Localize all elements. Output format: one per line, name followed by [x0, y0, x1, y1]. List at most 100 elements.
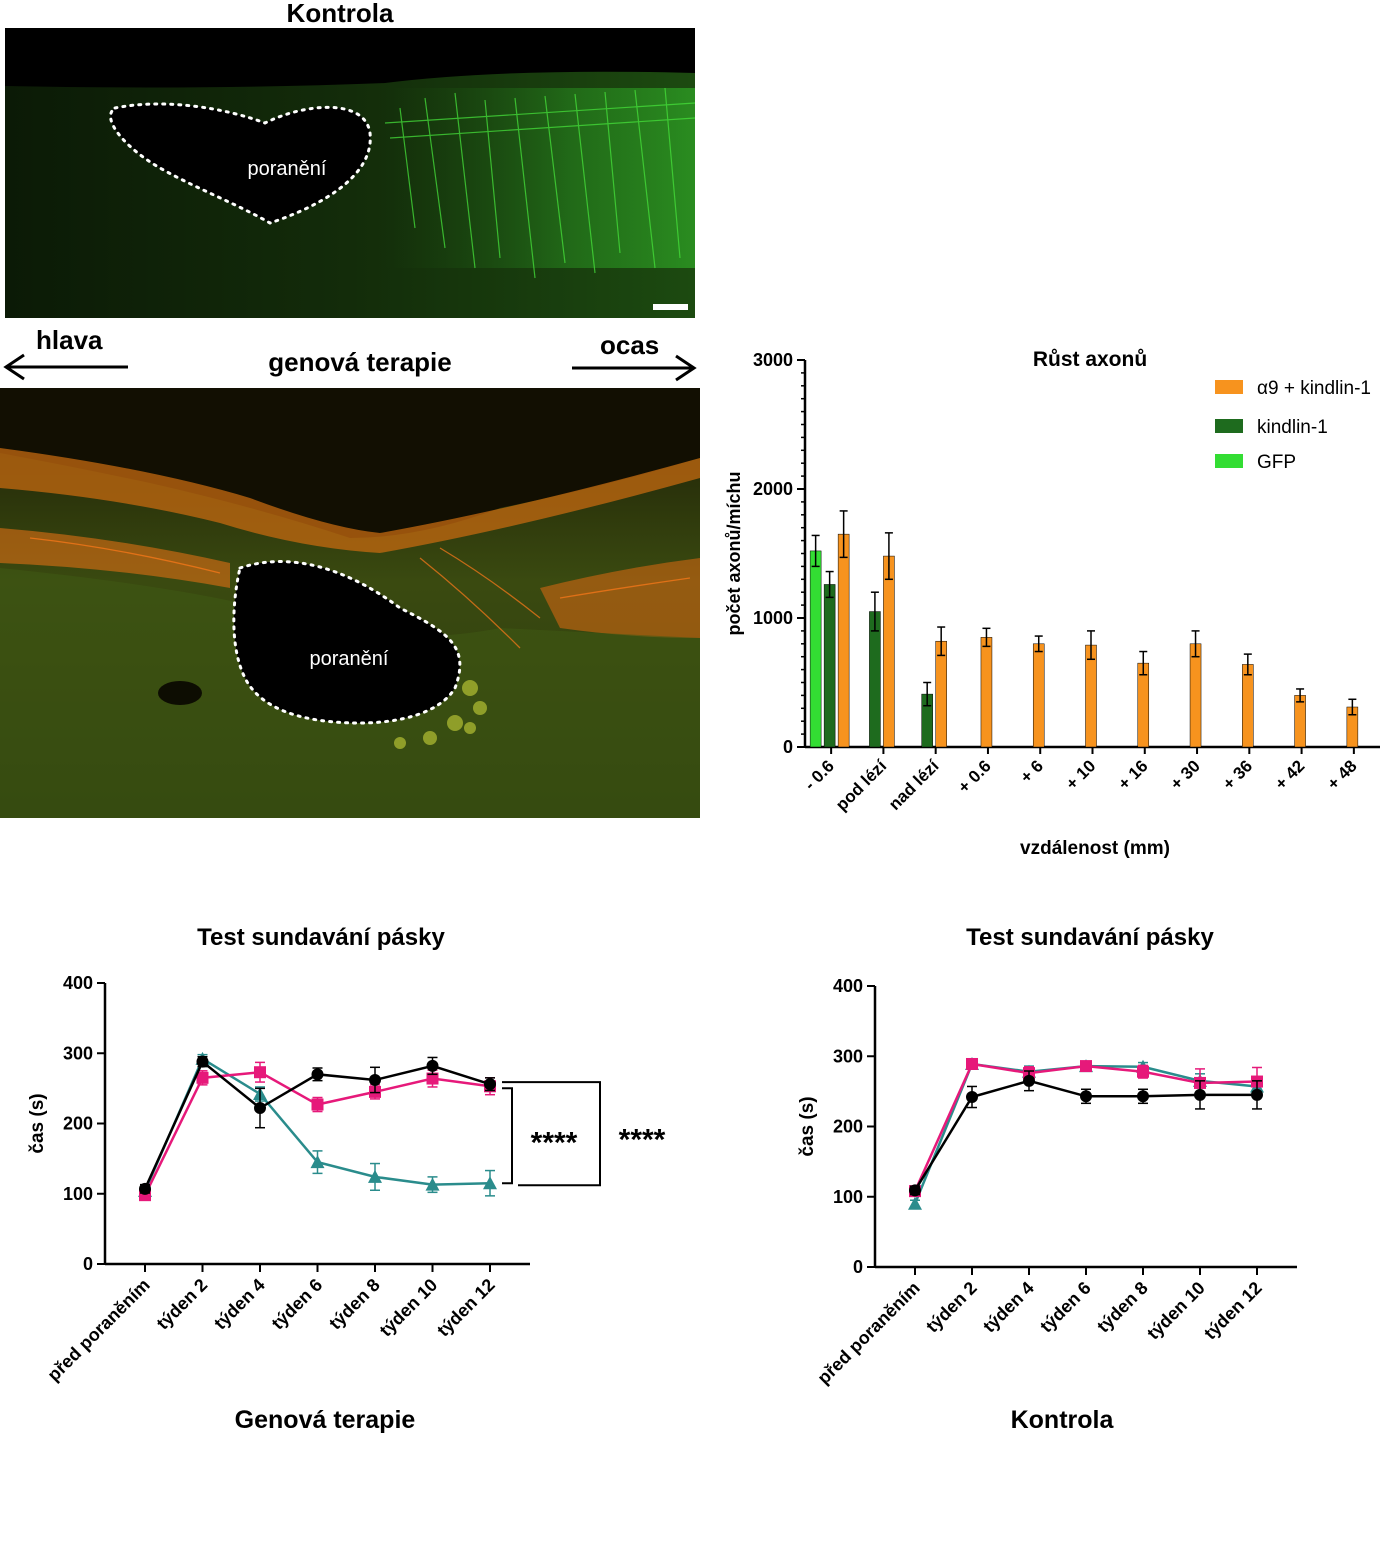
y-tick-label: 200: [833, 1117, 863, 1137]
left-arrow-label: hlava: [36, 325, 103, 355]
x-tick-label: týden 12: [1200, 1278, 1266, 1344]
data-point: [966, 1090, 978, 1103]
y-tick-label: 2000: [753, 479, 793, 499]
x-tick-label: týden 2: [922, 1278, 981, 1337]
significance-label: ****: [531, 1127, 578, 1160]
top-image-title: Kontrola: [286, 0, 394, 28]
x-tick-label: týden 10: [1143, 1278, 1209, 1344]
data-point: [368, 1169, 382, 1183]
axon-growth-chart: Růst axonů 0 1000 2000 3000 počet axonů/míchu…: [724, 348, 1380, 859]
x-tick-label: + 16: [1114, 756, 1151, 793]
x-tick-label: týden 4: [210, 1275, 269, 1334]
y-axis-label: čas (s): [797, 1096, 818, 1156]
y-axis-label: čas (s): [27, 1093, 48, 1153]
y-tick-label: 300: [63, 1043, 93, 1063]
y-axis-label: počet axonů/míchu: [724, 471, 744, 635]
legend-swatch: [1215, 454, 1243, 468]
data-point: [1194, 1088, 1206, 1101]
data-point: [369, 1073, 381, 1086]
data-point: [426, 1072, 439, 1085]
data-point: [1023, 1074, 1035, 1087]
data-point: [483, 1176, 497, 1190]
x-tick-label: + 30: [1167, 756, 1204, 793]
data-point: [311, 1098, 324, 1111]
data-point: [196, 1055, 209, 1068]
significance-bracket: [502, 1087, 513, 1185]
data-point: [254, 1102, 266, 1115]
x-tick-label: týden 4: [979, 1278, 1038, 1337]
bar: [1242, 664, 1254, 748]
legend-swatch: [1215, 380, 1243, 394]
legend-label: α9 + kindlin-1: [1257, 378, 1371, 399]
data-point: [254, 1066, 266, 1079]
data-point: [1251, 1088, 1263, 1101]
x-tick-label: týden 6: [1036, 1278, 1095, 1337]
x-tick-label: týden 10: [376, 1275, 442, 1341]
x-tick-label: nad lézí: [885, 755, 943, 813]
y-tick-label: 3000: [753, 350, 793, 370]
x-tick-label: týden 12: [433, 1275, 499, 1341]
x-tick-label: + 10: [1062, 756, 1099, 793]
y-tick-label: 0: [83, 1254, 93, 1274]
series-line: [143, 1070, 491, 1196]
data-point: [311, 1068, 324, 1081]
data-point: [139, 1182, 151, 1195]
data-point: [966, 1057, 978, 1070]
bar: [1294, 695, 1306, 748]
x-tick-label: - 0.6: [800, 756, 837, 793]
y-tick-label: 100: [833, 1187, 863, 1207]
left-arrow: [3, 353, 128, 381]
x-tick-label: týden 2: [153, 1275, 212, 1334]
line-chart-caption: Genová terapie: [235, 1406, 416, 1434]
line-chart-caption: Kontrola: [1011, 1406, 1115, 1434]
y-tick-label: 300: [833, 1046, 863, 1066]
x-tick-label: před poraněním: [813, 1278, 923, 1388]
x-tick-label: týden 6: [268, 1275, 327, 1334]
x-tick-label: týden 8: [1093, 1278, 1152, 1337]
legend-label: GFP: [1257, 452, 1296, 473]
right-arrow: [572, 354, 697, 382]
bar: [1032, 643, 1045, 748]
bar: [869, 611, 881, 748]
y-tick-label: 400: [63, 973, 93, 993]
y-tick-label: 200: [63, 1114, 93, 1134]
bar: [837, 533, 850, 748]
x-tick-label: + 42: [1271, 756, 1308, 793]
y-tick-label: 0: [853, 1257, 863, 1277]
middle-lesion-label: poranění: [309, 648, 389, 670]
data-point: [484, 1078, 496, 1091]
top-microscopy-image: [5, 28, 695, 318]
legend-label: kindlin-1: [1257, 417, 1328, 438]
bar: [1189, 643, 1202, 748]
x-tick-label: pod lézí: [832, 755, 891, 814]
scale-bar: [653, 304, 688, 310]
x-tick-label: + 0.6: [954, 756, 995, 797]
y-tick-label: 400: [833, 976, 863, 996]
significance-label: ****: [619, 1124, 666, 1157]
tape-test-gene-therapy-chart: Test sundavání pásky Genová terapie 0 100 20…: [27, 924, 666, 1434]
y-tick-label: 0: [783, 737, 793, 757]
x-axis-label: vzdálenost (mm): [1020, 838, 1170, 859]
x-tick-label: + 6: [1017, 756, 1047, 786]
x-tick-label: + 36: [1219, 756, 1256, 793]
middle-image-title: genová terapie: [268, 347, 452, 377]
data-point: [1137, 1065, 1149, 1078]
data-point: [426, 1059, 439, 1072]
tape-test-control-chart: Test sundavání pásky Kontrola 0 100 200 300 40…: [797, 924, 1297, 1434]
data-point: [909, 1184, 921, 1197]
middle-lesion-outline: [232, 560, 462, 725]
bar: [823, 584, 836, 748]
x-tick-label: před poraněním: [43, 1275, 153, 1385]
line-chart-title: Test sundavání pásky: [197, 924, 445, 951]
data-point: [908, 1196, 922, 1210]
data-point: [1080, 1060, 1092, 1073]
bar: [883, 555, 895, 748]
data-point: [1080, 1090, 1092, 1103]
bar: [809, 550, 822, 748]
data-point: [310, 1155, 325, 1169]
top-lesion-outline: [109, 102, 372, 225]
bar: [935, 640, 947, 748]
bar: [980, 637, 993, 748]
line-chart-title: Test sundavání pásky: [966, 924, 1214, 951]
bar: [1137, 662, 1150, 748]
